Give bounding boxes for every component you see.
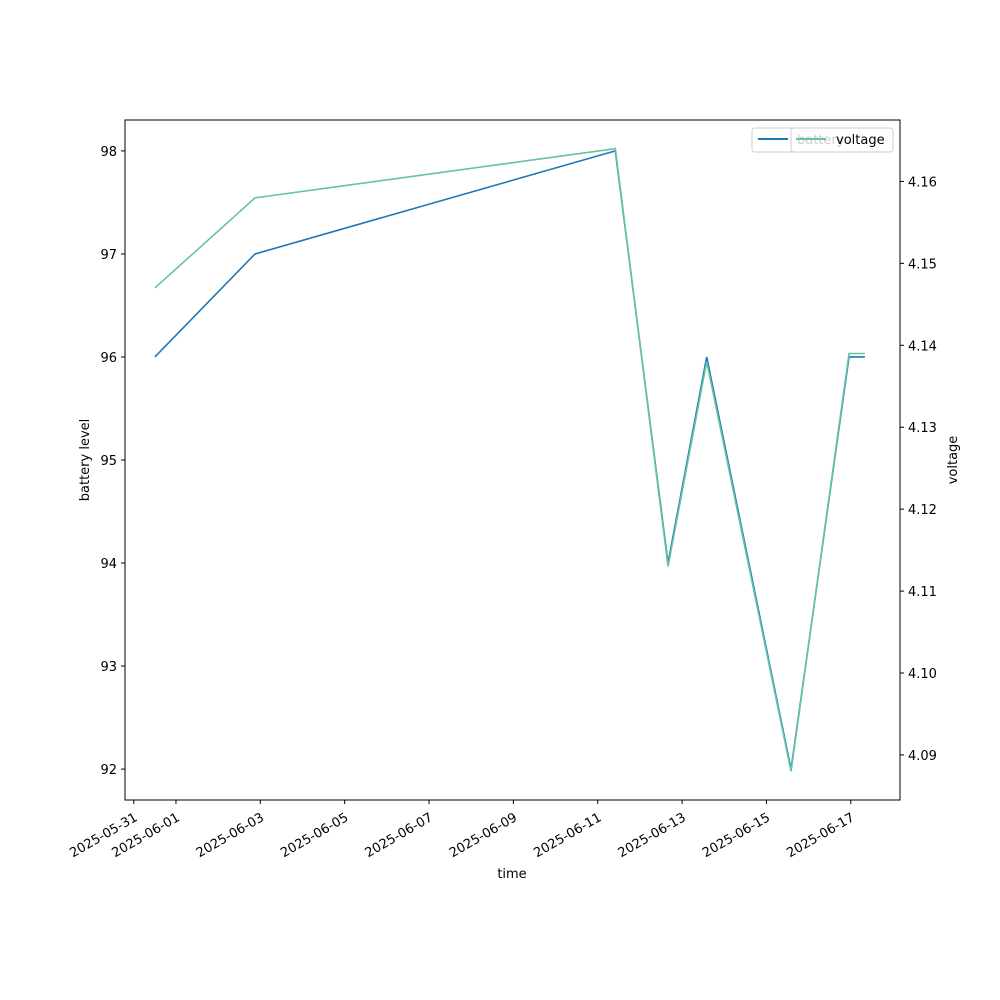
y-axis-left: 92 93 94 95 96 97 98: [100, 145, 125, 778]
y-right-tick-label: 4.14: [908, 339, 937, 354]
y-left-tick-label: 94: [100, 557, 117, 572]
plot-lines: [154, 147, 865, 772]
y-axis-right-title: voltage: [946, 436, 961, 485]
x-tick-label: 2025-06-05: [278, 810, 351, 861]
y-axis-left-title: battery level: [78, 419, 93, 502]
x-tick-label: 2025-06-13: [616, 810, 689, 861]
plot-frame: [124, 119, 901, 801]
y-right-tick-label: 4.16: [908, 175, 937, 190]
y-right-tick-label: 4.13: [908, 421, 937, 436]
x-axis-title: time: [497, 867, 526, 882]
x-tick-label: 2025-06-15: [700, 810, 773, 861]
series-line-battery: [154, 149, 865, 770]
y-right-tick-label: 4.12: [908, 503, 937, 518]
y-left-tick-label: 96: [100, 351, 117, 366]
y-right-tick-label: 4.10: [908, 667, 937, 682]
x-tick-label: 2025-06-07: [363, 810, 436, 861]
x-tick-label: 2025-06-09: [447, 810, 520, 861]
y-axis-right: 4.09 4.10 4.11 4.12 4.13 4.14 4.15 4.16: [900, 175, 937, 764]
y-right-tick-label: 4.09: [908, 749, 937, 764]
y-right-tick-label: 4.15: [908, 257, 937, 272]
y-left-tick-label: 93: [100, 660, 117, 675]
y-left-tick-label: 95: [100, 454, 117, 469]
legend-label-voltage: voltage: [836, 133, 885, 148]
y-left-tick-label: 98: [100, 145, 117, 160]
legend-voltage: voltage: [790, 127, 894, 153]
x-tick-label: 2025-06-03: [194, 810, 267, 861]
x-tick-label: 2025-06-17: [784, 810, 857, 861]
x-tick-label: 2025-06-11: [531, 810, 604, 861]
y-left-tick-label: 92: [100, 763, 117, 778]
y-left-tick-label: 97: [100, 248, 117, 263]
y-right-tick-label: 4.11: [908, 585, 937, 600]
series-line-voltage: [154, 147, 865, 772]
